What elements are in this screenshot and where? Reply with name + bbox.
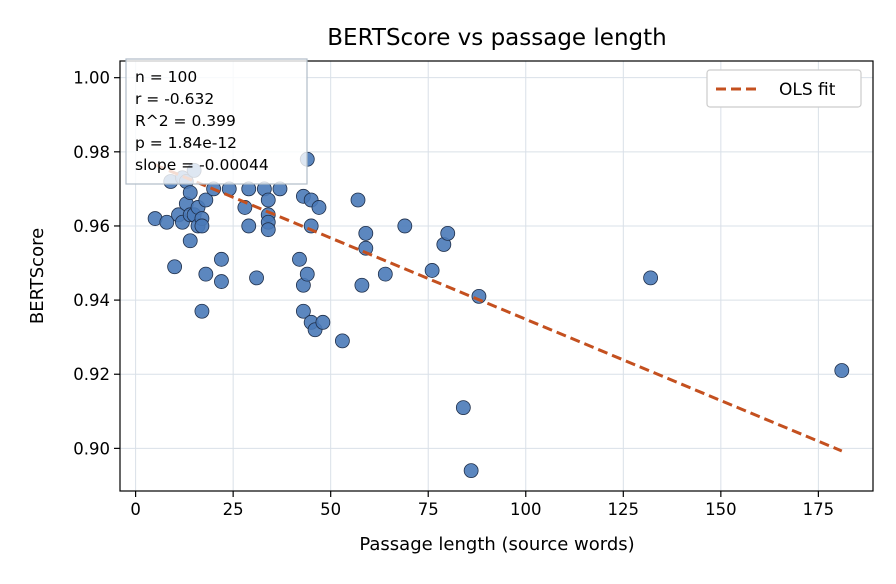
data-point (463, 463, 479, 479)
x-axis-label: Passage length (source words) (359, 534, 634, 555)
fit-line-layer (154, 163, 843, 453)
data-point (194, 218, 210, 234)
stats-line-slope: slope = -0.00044 (135, 156, 269, 174)
plot-area-frame (119, 60, 874, 492)
x-tick-label: 0 (130, 500, 141, 519)
legend-label-ols-fit: OLS fit (779, 80, 836, 100)
stats-line-r: r = -0.632 (135, 90, 214, 108)
data-point (315, 314, 331, 330)
x-tick-label: 175 (803, 500, 835, 519)
stats-box: n = 100 r = -0.632 R^2 = 0.399 p = 1.84e… (125, 58, 308, 185)
data-point (260, 192, 276, 208)
data-point (424, 263, 440, 278)
data-point (354, 277, 370, 293)
x-tick-label: 25 (223, 500, 244, 519)
y-tick-label: 0.92 (73, 365, 110, 384)
legend: OLS fit (706, 69, 862, 108)
y-tick-label: 0.90 (73, 439, 110, 458)
x-tick-label: 50 (320, 500, 341, 519)
chart-title: BERTScore vs passage length (327, 25, 666, 51)
data-point (249, 270, 264, 286)
x-tick-label: 125 (608, 500, 640, 519)
stats-line-n: n = 100 (135, 68, 197, 86)
data-point (455, 400, 471, 415)
ols-fit-line (154, 163, 843, 453)
data-point (159, 214, 175, 230)
y-tick-label: 0.96 (73, 217, 110, 236)
data-point (182, 233, 198, 249)
grid (120, 61, 873, 491)
stats-box-frame (125, 58, 308, 185)
data-points (147, 151, 850, 479)
data-point (260, 222, 276, 238)
data-point (358, 225, 374, 241)
x-tick-label: 75 (418, 500, 439, 519)
data-point (198, 266, 214, 282)
legend-frame (706, 69, 862, 108)
data-point (397, 218, 413, 234)
data-point (440, 225, 456, 241)
y-tick-label: 0.98 (73, 143, 110, 162)
y-axis-ticks: 0.90 0.92 0.94 0.96 0.98 1.00 (73, 69, 120, 458)
x-axis-ticks: 0 25 50 75 100 125 150 175 (130, 491, 834, 519)
stats-line-r-squared: R^2 = 0.399 (135, 112, 236, 130)
data-point (292, 251, 307, 267)
data-point (182, 185, 198, 200)
data-point (358, 240, 374, 256)
data-point (334, 333, 350, 349)
data-point (167, 259, 183, 275)
data-point (241, 218, 257, 234)
data-point (350, 192, 366, 208)
y-axis-label: BERTScore (27, 228, 48, 324)
data-point (198, 192, 214, 208)
data-point (237, 200, 253, 215)
data-point (834, 363, 850, 378)
data-point (377, 266, 393, 282)
data-point (214, 274, 229, 289)
x-tick-label: 100 (510, 500, 542, 519)
data-point (214, 251, 229, 267)
data-point (194, 303, 210, 319)
stats-line-p: p = 1.84e-12 (135, 134, 237, 152)
y-tick-label: 0.94 (73, 291, 110, 310)
data-point (643, 270, 659, 286)
x-tick-label: 150 (705, 500, 737, 519)
data-point (295, 303, 311, 319)
data-point (299, 266, 315, 282)
data-point (311, 200, 327, 215)
y-tick-label: 1.00 (73, 69, 110, 88)
